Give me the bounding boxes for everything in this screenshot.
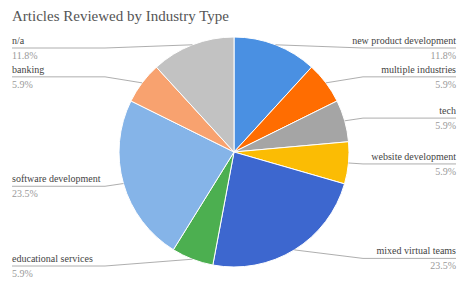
svg-text:5.9%: 5.9% — [435, 120, 456, 131]
html-text:Articles Reviewed by Industry: Articles Reviewed by Industry Type — [12, 8, 229, 24]
svg-text:n/a: n/a — [12, 35, 25, 46]
svg-text:banking: banking — [12, 64, 44, 75]
svg-text:5.9%: 5.9% — [12, 268, 33, 279]
svg-text:multiple industries: multiple industries — [381, 64, 456, 75]
svg-text:new product development: new product development — [352, 35, 456, 46]
svg-text:11.8%: 11.8% — [12, 50, 37, 61]
svg-text:educational services: educational services — [12, 253, 93, 264]
svg-text:23.5%: 23.5% — [430, 260, 456, 271]
svg-text:5.9%: 5.9% — [435, 166, 456, 177]
svg-text:mixed virtual teams: mixed virtual teams — [377, 245, 457, 256]
svg-text:tech: tech — [439, 105, 456, 116]
svg-text:website development: website development — [371, 151, 456, 162]
svg-text:11.8%: 11.8% — [431, 50, 456, 61]
svg-text:23.5%: 23.5% — [12, 188, 38, 199]
svg-text:software development: software development — [12, 173, 101, 184]
svg-text:5.9%: 5.9% — [12, 79, 33, 90]
svg-text:5.9%: 5.9% — [435, 79, 456, 90]
